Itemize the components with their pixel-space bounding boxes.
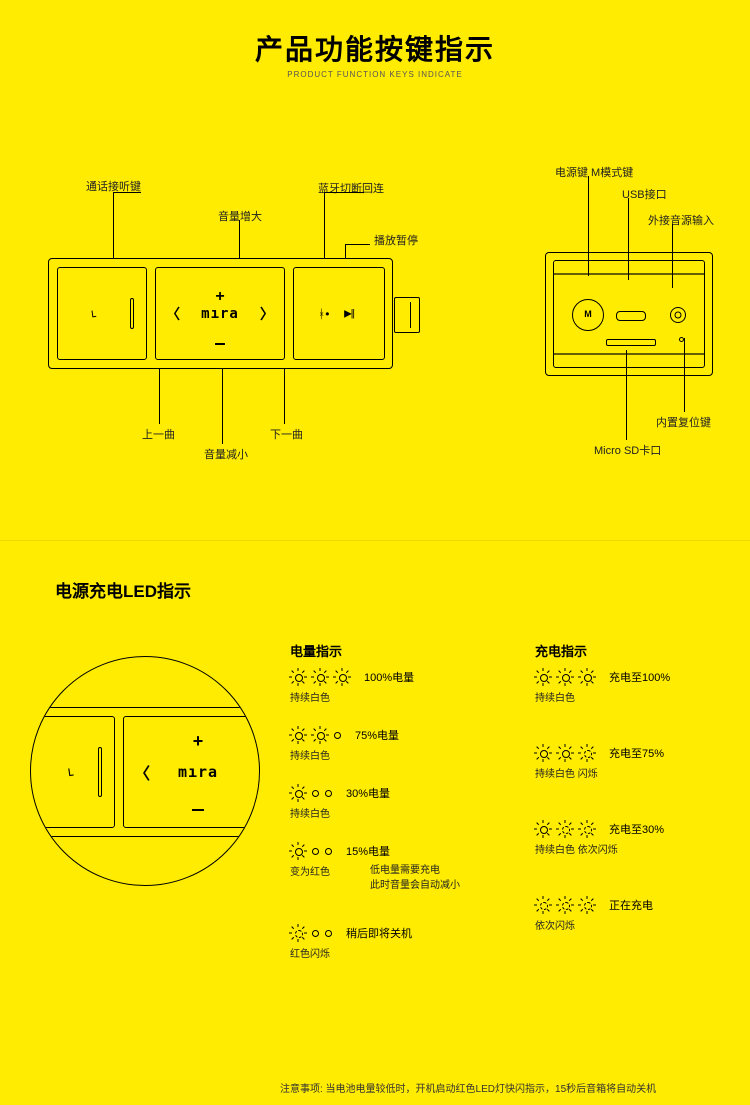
page-title: 产品功能按键指示 (0, 0, 750, 68)
label-prev: 上一曲 (142, 426, 175, 442)
led-sub: 变为红色 (290, 863, 330, 878)
label-aux: 外接音源输入 (648, 212, 714, 228)
col2-header: 充电指示 (535, 641, 587, 660)
section2-title: 电源充电LED指示 (55, 577, 191, 602)
led-sub: 依次闪烁 (535, 917, 575, 932)
slider-icon (130, 298, 134, 329)
phone-icon: ⌐ (84, 308, 101, 318)
power-port-icon (572, 299, 604, 331)
brand-logo: mıra (201, 306, 239, 322)
label-bt: 蓝牙切断回连 (318, 180, 384, 196)
bluetooth-icon: ᚼ• (318, 307, 329, 321)
usb-port-icon (616, 311, 646, 321)
page-subtitle: PRODUCT FUNCTION KEYS INDICATE (0, 70, 750, 79)
led-sub: 持续白色 (290, 689, 330, 704)
led-sub: 持续白色 依次闪烁 (535, 841, 618, 856)
speaker-top-view: ⌐ + 〈 mıra 〉 ᚼ• ▶|| (48, 258, 393, 369)
led-label: 充电至100% (609, 669, 670, 685)
led-row: 15%电量 (290, 843, 390, 859)
aux-jack-icon (670, 307, 686, 323)
arrow-left-icon: 〈 (166, 304, 180, 324)
sd-card-icon (394, 297, 420, 333)
led-label: 稍后即将关机 (346, 925, 412, 941)
led-label: 100%电量 (364, 669, 414, 685)
col1-header: 电量指示 (290, 641, 342, 660)
section-led: 电源充电LED指示 ⌐ + 〈 mıra 电量指示 充电指示 100%电量持续白… (0, 540, 750, 1105)
led-sub: 持续白色 (290, 747, 330, 762)
minus-icon (215, 343, 225, 345)
label-play: 播放暂停 (374, 232, 418, 248)
led-row: 充电至75% (535, 745, 664, 761)
plus-icon: + (215, 288, 224, 306)
led-row: 稍后即将关机 (290, 925, 412, 941)
led-sub: 持续白色 闪烁 (535, 765, 598, 780)
led-label: 正在充电 (609, 897, 653, 913)
phone-icon: ⌐ (61, 766, 80, 778)
arrow-left-icon: 〈 (134, 760, 150, 784)
led-label: 30%电量 (346, 785, 390, 801)
section-keys: 产品功能按键指示 PRODUCT FUNCTION KEYS INDICATE … (0, 0, 750, 540)
label-sd: Micro SD卡口 (594, 442, 661, 458)
minus-icon (192, 809, 204, 811)
led-row: 正在充电 (535, 897, 653, 913)
label-volup: 音量增大 (218, 208, 262, 224)
led-label: 15%电量 (346, 843, 390, 859)
brand-logo: mıra (178, 763, 218, 781)
led-sub: 红色闪烁 (290, 945, 330, 960)
led-row: 100%电量 (290, 669, 414, 685)
speaker-side-view (545, 252, 713, 376)
label-power: 电源键 M模式键 (555, 164, 633, 180)
footer-note: 注意事项: 当电池电量较低时，开机启动红色LED灯快闪指示，15秒后音箱将自动关… (280, 1080, 656, 1095)
led-row: 充电至100% (535, 669, 670, 685)
plus-icon: + (193, 731, 204, 752)
led-sub: 持续白色 (290, 805, 330, 820)
slider-icon (98, 747, 102, 797)
reset-hole-icon (679, 337, 684, 342)
play-pause-icon: ▶|| (344, 308, 354, 319)
device-circle: ⌐ + 〈 mıra (30, 656, 260, 886)
label-voldown: 音量减小 (204, 446, 248, 462)
arrow-right-icon: 〉 (260, 304, 274, 324)
label-reset: 内置复位键 (656, 414, 711, 430)
microsd-slot-icon (606, 339, 656, 346)
label-next: 下一曲 (270, 426, 303, 442)
diagram-top: 通话接听键 音量增大 蓝牙切断回连 播放暂停 上一曲 音量减小 下一曲 ⌐ + … (0, 120, 750, 520)
led-extra: 低电量需要充电 此时音量会自动减小 (370, 861, 460, 891)
led-label: 75%电量 (355, 727, 399, 743)
led-row: 充电至30% (535, 821, 664, 837)
led-row: 30%电量 (290, 785, 390, 801)
led-sub: 持续白色 (535, 689, 575, 704)
led-label: 充电至30% (609, 821, 664, 837)
led-label: 充电至75% (609, 745, 664, 761)
led-row: 75%电量 (290, 727, 399, 743)
